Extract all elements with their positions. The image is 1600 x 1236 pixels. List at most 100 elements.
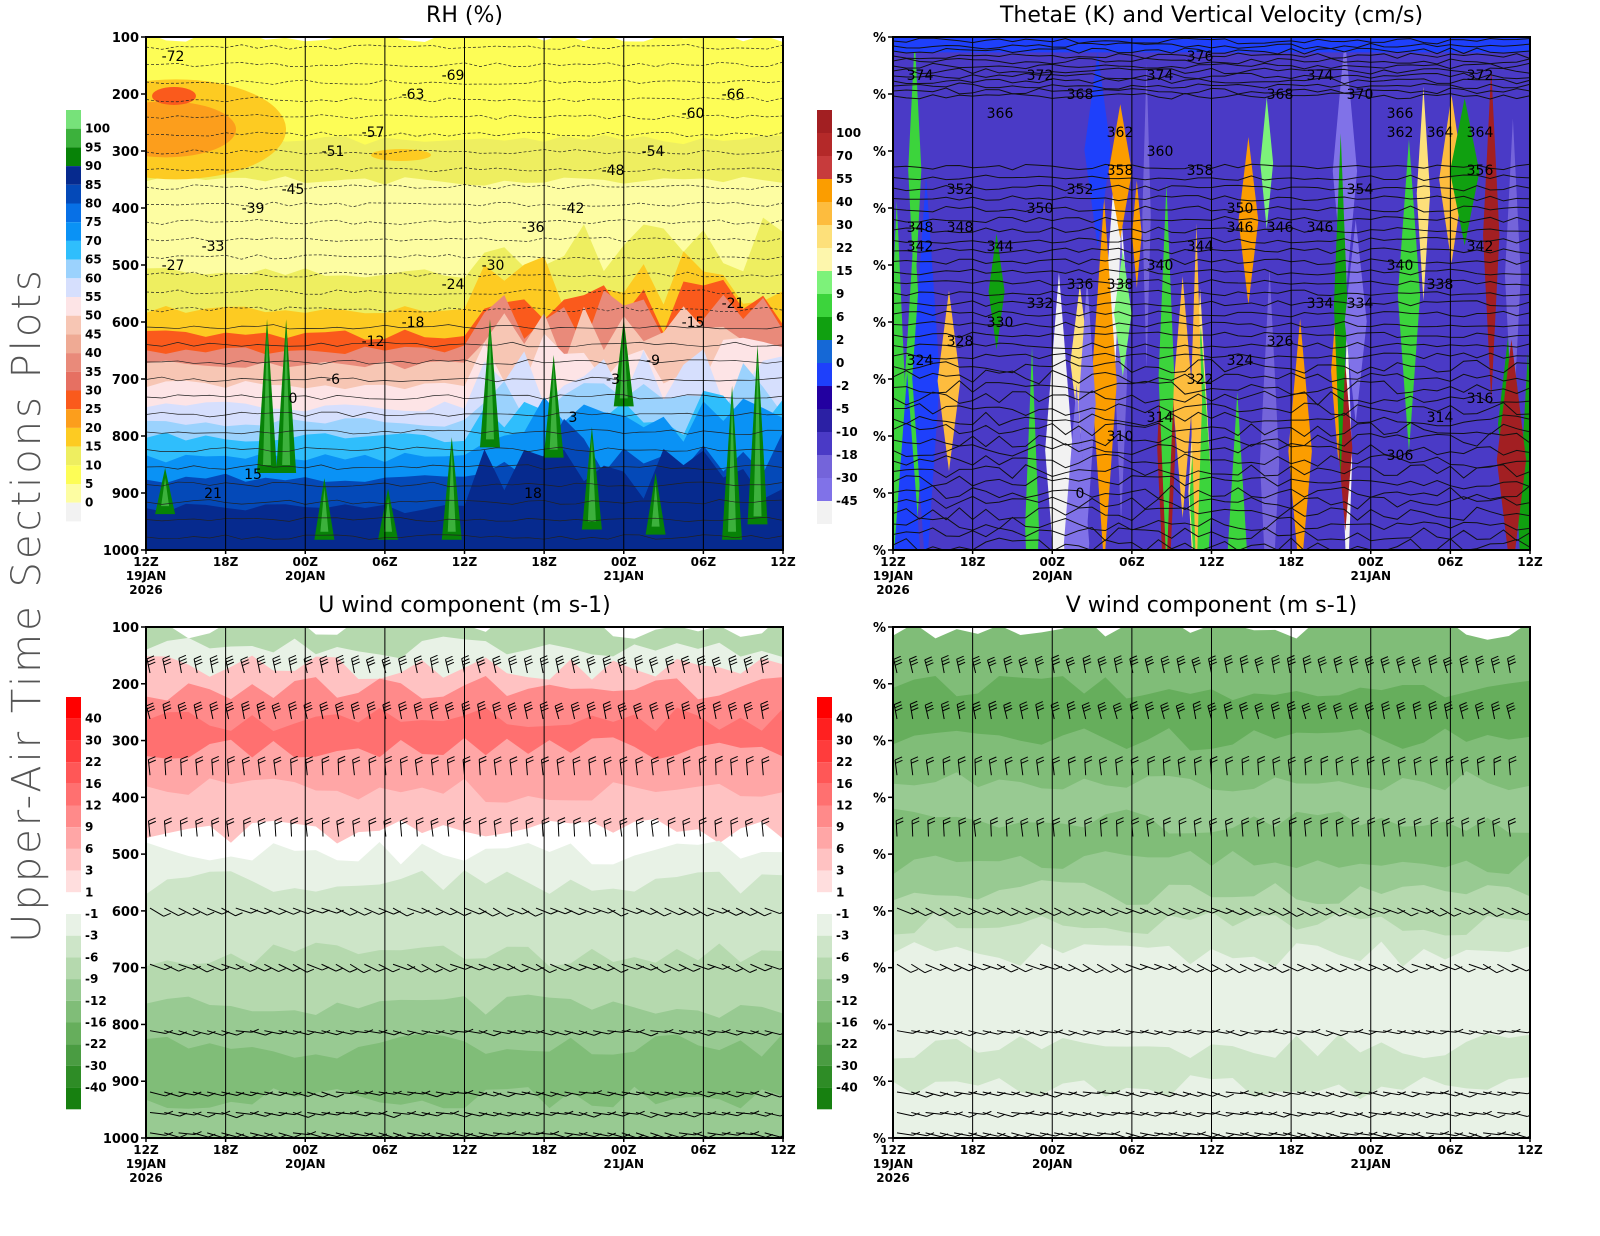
barb-shaft — [162, 704, 167, 720]
barb-flag — [635, 661, 644, 666]
barb-flag — [1340, 1093, 1349, 1098]
barb-flag — [1351, 820, 1360, 825]
barb-flag — [1455, 1092, 1463, 1097]
barb-shaft — [507, 1091, 524, 1096]
wind-barb — [235, 1110, 259, 1115]
barb-flag — [1211, 968, 1219, 973]
contour-label: 346 — [1307, 220, 1334, 236]
barb-flag — [1477, 759, 1485, 764]
contour-label: 324 — [1227, 353, 1254, 369]
barb-shaft — [335, 658, 340, 674]
barb-flag — [289, 707, 298, 712]
wind-barb — [209, 701, 219, 720]
barb-flag — [650, 704, 658, 709]
barb-flag — [1020, 756, 1029, 761]
colorbar-swatch — [817, 827, 832, 849]
barb-shaft — [650, 1030, 667, 1033]
barb-flag — [1341, 1113, 1349, 1118]
barb-flag — [352, 817, 360, 822]
barb-flag — [1155, 1112, 1163, 1117]
barb-shaft — [1461, 820, 1464, 837]
barb-flag — [463, 820, 472, 825]
barb-shaft — [693, 1091, 709, 1098]
wind-barb — [1097, 702, 1107, 720]
barb-shaft — [939, 1132, 956, 1138]
barb-flag — [272, 655, 281, 660]
barb-flag — [925, 659, 933, 664]
barb-shaft — [1147, 759, 1150, 776]
colorbar-swatch — [66, 222, 81, 241]
barb-flag — [416, 820, 424, 825]
barb-flag — [1312, 1092, 1320, 1097]
wind-barb — [414, 756, 423, 776]
wind-barb — [464, 1111, 488, 1117]
barb-flag — [1351, 759, 1359, 764]
barb-flag — [1296, 912, 1304, 917]
barb-flag — [761, 658, 769, 663]
barb-shaft — [1297, 1091, 1313, 1097]
barb-flag — [1051, 654, 1059, 659]
wind-barb — [1339, 907, 1362, 916]
barb-flag — [349, 968, 357, 973]
wind-barb — [678, 1131, 702, 1136]
barb-shaft — [1497, 963, 1512, 973]
barb-shaft — [602, 658, 607, 674]
y-tick-label: 900 — [112, 487, 139, 502]
barb-shaft — [407, 1111, 424, 1117]
barb-flag — [1197, 910, 1206, 915]
x-tick-label: 00Z — [1358, 555, 1384, 569]
barb-shaft — [664, 1030, 681, 1035]
barb-flag — [1367, 820, 1376, 825]
barb-shaft — [678, 907, 694, 916]
wind-barb — [149, 1110, 174, 1115]
barb-flag — [1469, 1133, 1478, 1138]
barb-shaft — [664, 1091, 681, 1096]
barb-flag — [555, 705, 564, 710]
y-tick-label: % — [873, 905, 886, 920]
barb-shaft — [1066, 704, 1071, 720]
barb-flag — [305, 759, 314, 764]
colorbar-label: -1 — [85, 907, 98, 921]
barb-flag — [1459, 655, 1468, 660]
barb-shaft — [523, 704, 528, 720]
barb-flag — [1116, 817, 1124, 822]
barb-flag — [392, 968, 401, 973]
wind-barb — [693, 1030, 716, 1036]
barb-flag — [989, 662, 997, 667]
barb-flag — [242, 707, 251, 712]
barb-flag — [257, 704, 265, 709]
wind-barb — [1297, 1091, 1320, 1097]
barb-shaft — [523, 658, 528, 674]
barb-shaft — [896, 963, 912, 973]
barb-flag — [1161, 705, 1169, 710]
barb-shaft — [1125, 907, 1141, 914]
barb-flag — [1254, 967, 1262, 972]
wind-barb — [1325, 963, 1348, 973]
wind-barb — [177, 701, 187, 720]
wind-barb — [1096, 963, 1119, 973]
colorbar-swatch — [817, 979, 832, 1001]
wind-barb — [721, 963, 744, 972]
wind-barb — [149, 1091, 173, 1097]
barb-flag — [431, 759, 439, 764]
barb-flag — [1115, 756, 1123, 761]
contour-label: 336 — [1067, 277, 1094, 293]
barb-shaft — [957, 759, 961, 776]
barb-flag — [180, 820, 188, 825]
barb-shaft — [364, 1132, 381, 1138]
barb-shaft — [650, 907, 665, 917]
contour-label: 358 — [1107, 163, 1134, 179]
contour-label: -63 — [402, 87, 425, 103]
barb-flag — [509, 661, 518, 666]
x-tick-label: 18Z — [1278, 555, 1304, 569]
colorbar-swatch — [66, 240, 81, 260]
barb-shaft — [180, 759, 182, 776]
barb-flag — [1225, 756, 1233, 761]
barb-shaft — [764, 907, 780, 915]
barb-flag — [243, 817, 251, 822]
barb-flag — [957, 704, 965, 709]
barb-flag — [679, 1133, 688, 1138]
wind-barb — [1411, 1111, 1434, 1119]
barb-shaft — [278, 1030, 295, 1035]
wind-barb — [429, 701, 439, 720]
